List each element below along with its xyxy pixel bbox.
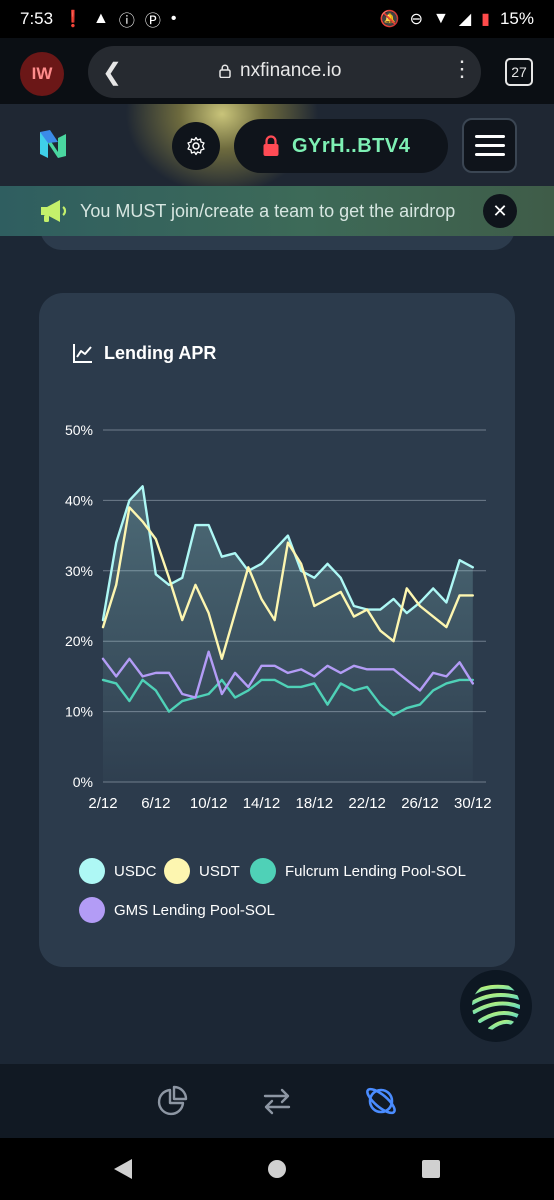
nav-portfolio[interactable] — [152, 1081, 192, 1121]
line-chart-icon — [73, 344, 92, 363]
swap-arrows-icon — [263, 1088, 291, 1115]
x-tick-label: 26/12 — [401, 795, 439, 812]
x-tick-label: 2/12 — [88, 795, 117, 812]
lending-apr-chart: 50% 40% 30% 20% 10% 0% 2/12 6/12 10/12 14/12 18/1… — [65, 422, 492, 812]
stripes-logo-icon — [472, 984, 520, 1030]
back-triangle-icon[interactable] — [112, 1157, 134, 1181]
profile-avatar[interactable]: IW — [20, 52, 64, 96]
more-notifications-icon: • — [170, 10, 177, 27]
mute-icon: 🔕 — [379, 11, 400, 28]
y-tick-label: 30% — [65, 563, 93, 579]
dnd-icon: ⊖ — [409, 11, 423, 28]
series-line-usdt — [101, 506, 474, 660]
wallet-button[interactable]: GYrH..BTV4 — [234, 119, 448, 173]
series-line-gms — [101, 650, 474, 699]
legend-item-usdc[interactable]: USDC — [79, 858, 157, 884]
battery-icon: ▮ — [481, 11, 490, 28]
legend-item-fulcrum[interactable]: Fulcrum Lending Pool-SOL — [250, 858, 466, 884]
y-tick-label: 10% — [65, 704, 93, 720]
address-bar[interactable]: ❮ nxfinance.io ⋮ — [88, 46, 481, 98]
legend-label: Fulcrum Lending Pool-SOL — [285, 862, 466, 880]
bottom-navigation — [0, 1064, 554, 1138]
y-tick-label: 0% — [73, 774, 93, 790]
announcement-banner: You MUST join/create a team to get the a… — [0, 186, 554, 236]
legend-dot — [79, 858, 105, 884]
lock-icon — [219, 64, 231, 78]
browser-toolbar: IW ❮ nxfinance.io ⋮ 27 — [0, 38, 554, 104]
legend-dot — [250, 858, 276, 884]
y-tick-label: 40% — [65, 492, 93, 508]
nav-earn[interactable] — [361, 1081, 401, 1121]
android-navigation-bar — [0, 1138, 554, 1200]
nav-swap[interactable] — [257, 1081, 297, 1121]
area-fill-usdc — [103, 486, 473, 782]
nx-logo[interactable] — [36, 128, 70, 162]
x-tick-label: 14/12 — [243, 795, 281, 812]
x-tick-label: 18/12 — [296, 795, 334, 812]
support-fab-button[interactable] — [460, 970, 532, 1042]
x-tick-label: 22/12 — [348, 795, 386, 812]
battery-level: 15% — [499, 9, 534, 28]
browser-menu-icon[interactable]: ⋮ — [451, 56, 473, 81]
wifi-icon: ▼ — [433, 10, 449, 27]
legend-dot — [164, 858, 190, 884]
tab-switcher-button[interactable]: 27 — [505, 58, 533, 86]
menu-line — [474, 153, 505, 156]
app-notification-icon: Ⓟ — [144, 13, 161, 30]
drive-icon: ▲ — [93, 10, 109, 27]
legend-dot — [79, 897, 105, 923]
x-tick-label: 6/12 — [141, 795, 170, 812]
legend-label: USDT — [199, 862, 240, 880]
y-tick-label: 50% — [65, 422, 93, 438]
gear-icon — [187, 136, 205, 156]
menu-line — [474, 144, 505, 147]
status-bar: 7:53 ❗ ▲ ⓘ Ⓟ • 🔕 ⊖ ▼ ◢ ▮ 15% — [0, 0, 554, 38]
recents-square-icon[interactable] — [420, 1158, 442, 1180]
status-time: 7:53 — [20, 9, 54, 28]
hamburger-menu-button[interactable] — [462, 118, 517, 173]
info-icon: ⓘ — [118, 13, 135, 30]
legend-label: GMS Lending Pool-SOL — [114, 901, 275, 919]
back-icon[interactable]: ❮ — [102, 59, 123, 86]
legend-item-gms[interactable]: GMS Lending Pool-SOL — [79, 897, 275, 923]
menu-line — [474, 135, 505, 138]
close-icon: ✕ — [492, 200, 508, 221]
alert-icon: ❗ — [63, 11, 84, 28]
planet-icon — [366, 1087, 396, 1115]
x-tick-label: 30/12 — [454, 795, 492, 812]
wallet-lock-icon — [263, 135, 279, 156]
card-title: Lending APR — [104, 343, 217, 363]
y-tick-label: 20% — [65, 633, 93, 649]
pie-chart-icon — [157, 1085, 188, 1116]
signal-icon: ◢ — [458, 11, 472, 28]
close-announcement-button[interactable]: ✕ — [483, 194, 517, 228]
legend-label: USDC — [114, 862, 157, 880]
megaphone-icon — [41, 200, 67, 222]
announcement-text: You MUST join/create a team to get the a… — [80, 201, 456, 221]
legend-item-usdt[interactable]: USDT — [164, 858, 240, 884]
home-circle-icon[interactable] — [266, 1158, 288, 1180]
settings-button[interactable] — [172, 122, 220, 170]
series-line-usdc — [101, 485, 474, 622]
app-header: GYrH..BTV4 — [0, 104, 554, 186]
series-line-fulcrum — [101, 678, 474, 717]
x-tick-label: 10/12 — [190, 795, 228, 812]
wallet-address: GYrH..BTV4 — [292, 134, 411, 157]
url-text: nxfinance.io — [240, 60, 342, 81]
